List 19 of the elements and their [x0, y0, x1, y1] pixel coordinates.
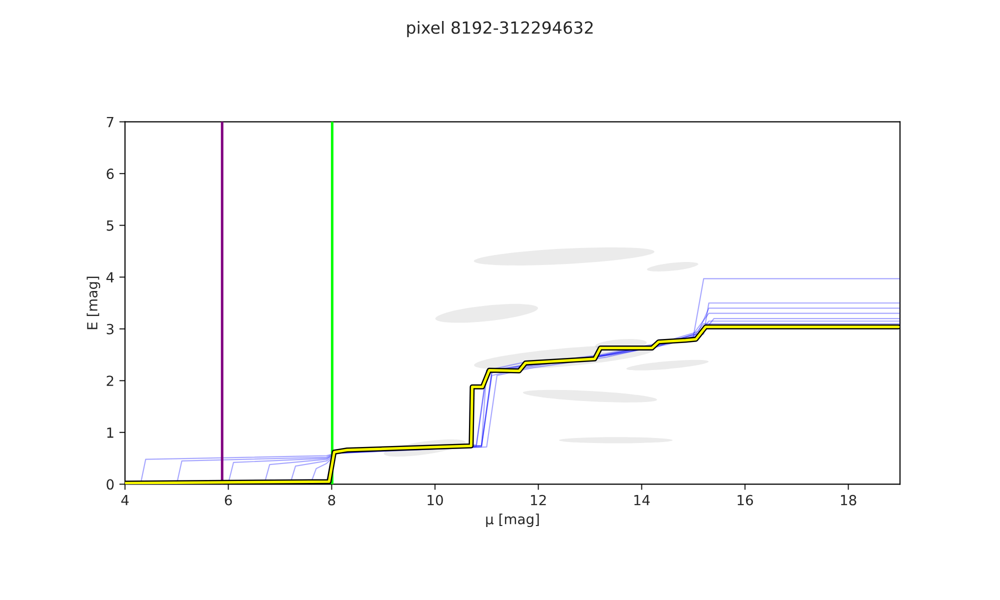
y-axis-title: E [mag] — [86, 276, 100, 330]
x-tick-label: 18 — [841, 494, 856, 506]
y-tick-label: 7 — [106, 116, 114, 128]
y-tick-label: 1 — [107, 428, 114, 438]
y-tick-label: 5 — [106, 220, 114, 231]
y-tick-label: 6 — [106, 168, 114, 180]
x-tick-label: 6 — [224, 494, 232, 506]
x-tick-label: 8 — [328, 494, 336, 506]
x-axis-title: μ [mag] — [486, 514, 539, 528]
x-tick-label: 10 — [428, 494, 443, 506]
x-tick-label: 12 — [531, 494, 546, 506]
y-tick-label: 4 — [106, 272, 114, 282]
y-tick-label: 0 — [106, 479, 114, 490]
x-tick-label: 16 — [738, 494, 753, 506]
x-tick-label: 4 — [121, 495, 129, 506]
x-tick-label: 14 — [634, 495, 650, 506]
chart-title: pixel 8192-312294632 — [407, 21, 593, 38]
y-tick-label: 2 — [106, 376, 114, 386]
y-tick-label: 3 — [106, 324, 114, 334]
